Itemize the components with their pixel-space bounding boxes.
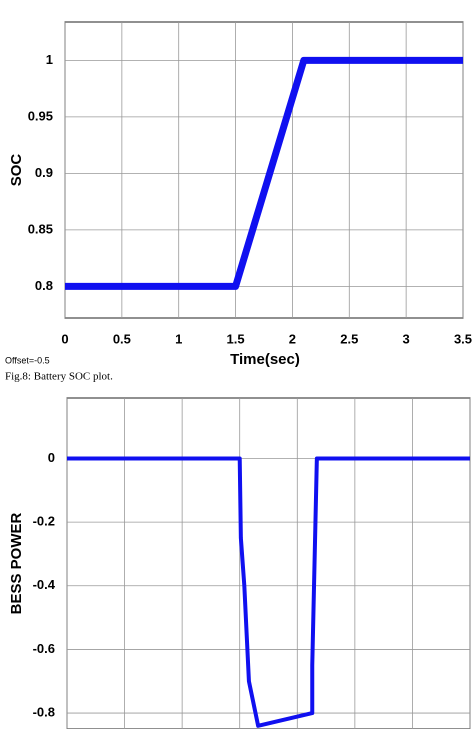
- x-tick-label: 0.5: [113, 331, 131, 346]
- data-line: [67, 456, 470, 728]
- x-axis-label: Time(sec): [230, 351, 300, 368]
- y-tick-label: 0.9: [35, 165, 53, 180]
- y-tick-label: 0.95: [28, 108, 53, 123]
- x-tick-label: 1: [175, 331, 182, 346]
- data-line: [65, 56, 463, 290]
- y-axis-label: BESS POWER: [8, 512, 25, 614]
- y-axis-label: SOC: [8, 154, 25, 187]
- y-tick-label: 0.8: [35, 278, 53, 293]
- x-tick-label: 2: [289, 331, 296, 346]
- plot-area: [66, 397, 471, 729]
- y-tick-label: 0: [48, 450, 55, 465]
- x-tick-label: 3: [403, 331, 410, 346]
- x-tick-label: 3.5: [454, 331, 472, 346]
- y-tick-label: -0.8: [33, 705, 55, 720]
- x-tick-label: 0: [61, 331, 68, 346]
- offset-note: Offset=-0.5: [5, 355, 50, 365]
- y-tick-label: -0.4: [33, 577, 56, 592]
- y-tick-label: -0.6: [33, 641, 55, 656]
- x-tick-label: 1.5: [227, 331, 245, 346]
- y-tick-label: -0.2: [33, 514, 55, 529]
- x-tick-label: 2.5: [340, 331, 358, 346]
- caption: Fig.8: Battery SOC plot.: [5, 371, 113, 383]
- y-tick-label: 0.85: [28, 221, 53, 236]
- y-tick-label: 1: [46, 52, 53, 67]
- plot-area: [64, 21, 464, 319]
